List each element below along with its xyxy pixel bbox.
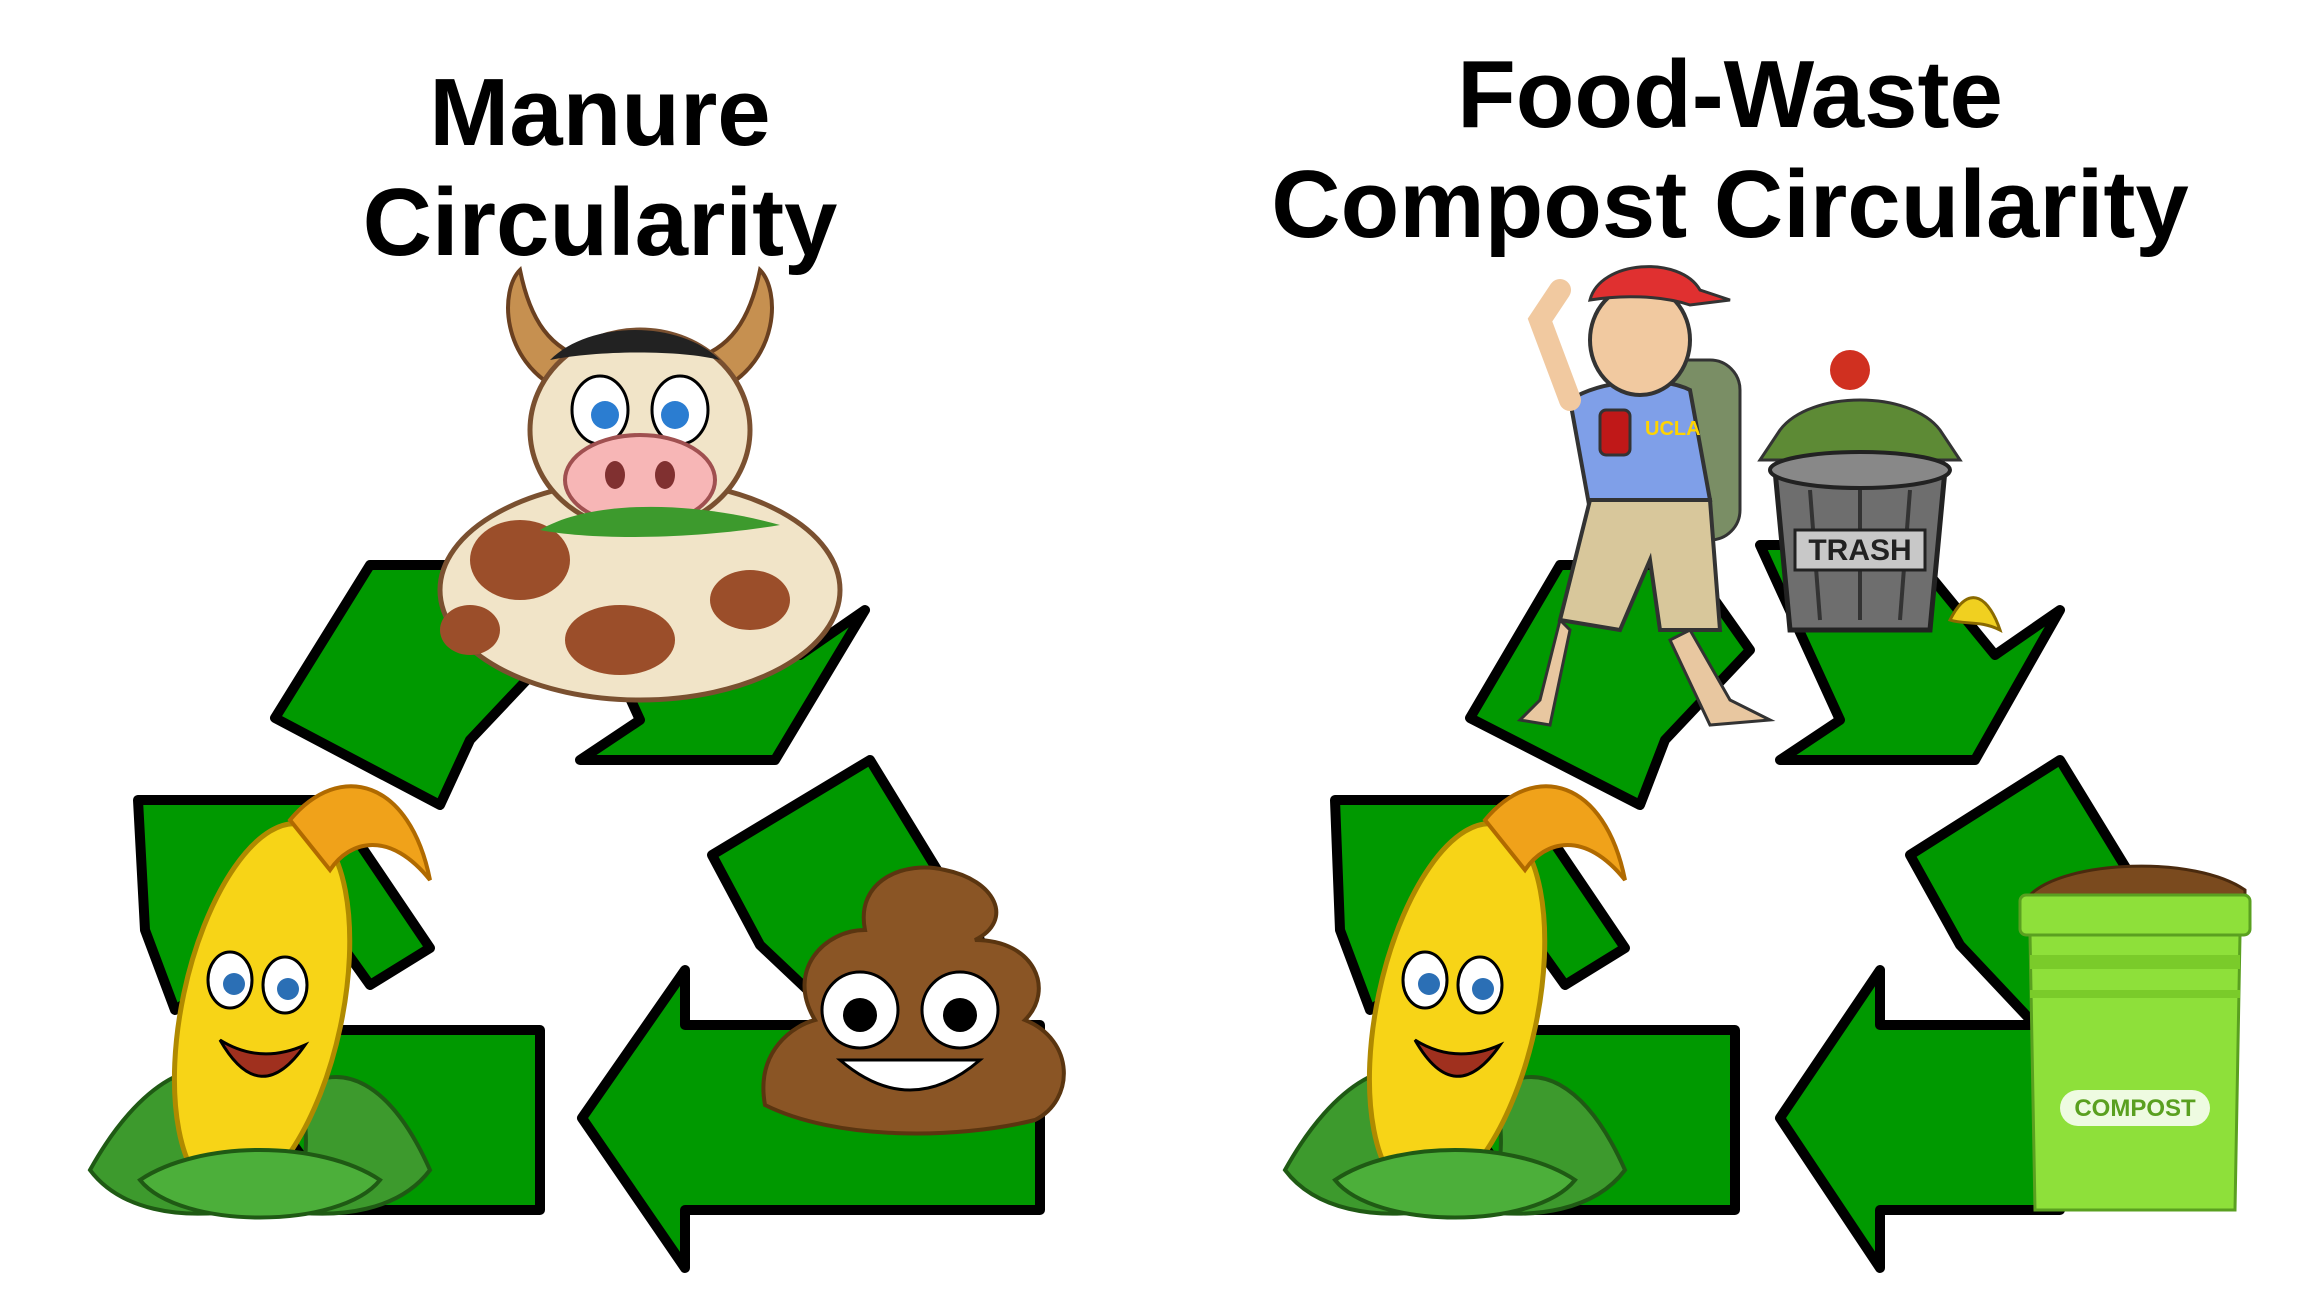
- title-right-line2: Compost Circularity: [1271, 151, 2189, 258]
- compost-label: COMPOST: [2074, 1095, 2196, 1122]
- shirt-label: UCLA: [1645, 418, 1701, 440]
- title-food-waste-compost-circularity: Food-Waste Compost Circularity: [1220, 40, 2240, 260]
- man-littering-icon: UCLA: [1516, 265, 1776, 727]
- title-manure-circularity: Manure Circularity: [250, 58, 950, 278]
- poop-emoji-icon: [761, 865, 1066, 1136]
- title-left-line2: Circularity: [362, 169, 838, 276]
- right-arrow-bottom: [1775, 965, 2065, 1273]
- trash-can-icon: TRASH: [1757, 350, 2003, 633]
- trash-label: TRASH: [1808, 534, 1911, 567]
- compost-bin-icon: COMPOST: [2018, 864, 2252, 1212]
- title-right-line1: Food-Waste: [1457, 41, 2003, 148]
- title-left-line1: Manure: [429, 59, 771, 166]
- cow-icon: [437, 265, 843, 703]
